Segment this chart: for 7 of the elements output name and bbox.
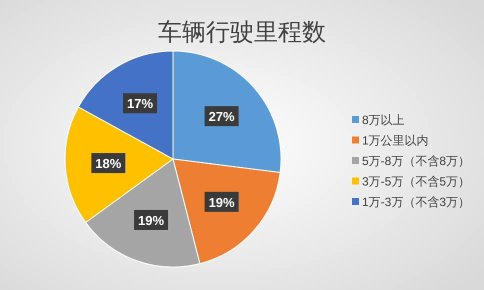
slice-label: 8万以上 <box>362 113 405 127</box>
data-label: 19% <box>138 212 164 228</box>
data-label: 18% <box>95 156 122 172</box>
chart-title: 车辆行驶里程数 <box>158 19 326 46</box>
data-label: 17% <box>127 96 154 112</box>
data-label: 19% <box>208 194 236 210</box>
data-label: 27% <box>208 109 236 124</box>
